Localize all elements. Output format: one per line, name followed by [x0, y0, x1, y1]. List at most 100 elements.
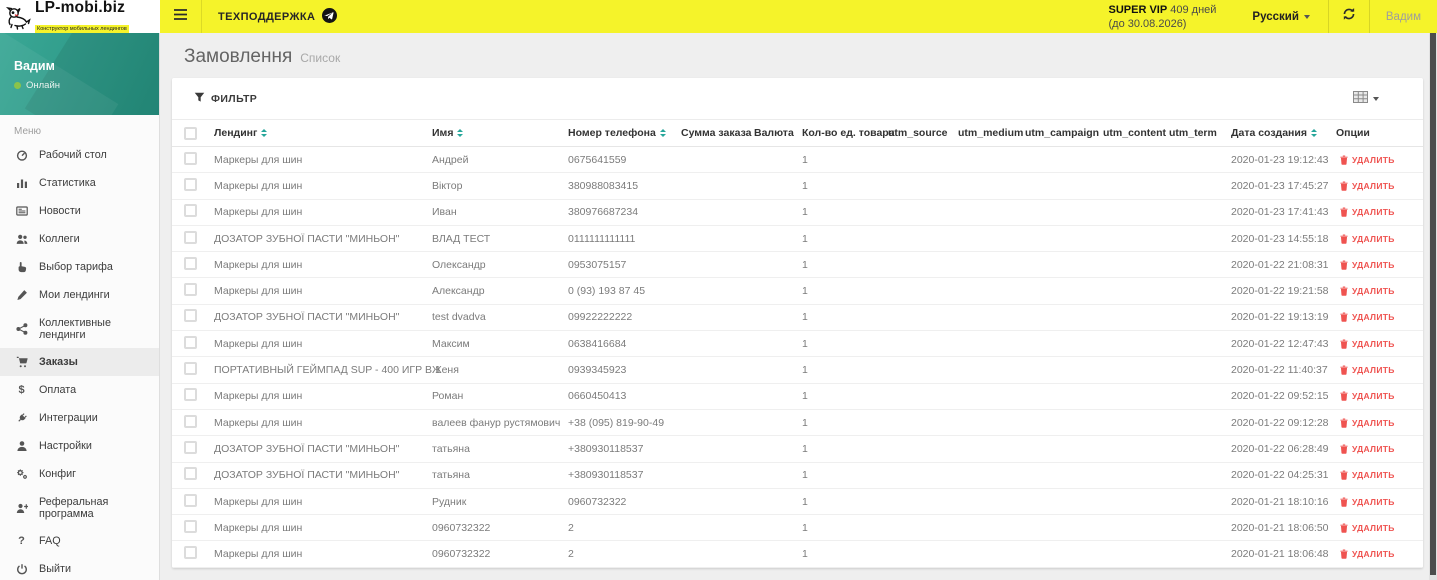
cell-options: УДАЛИТЬ	[1336, 441, 1413, 457]
column-header-utm_medium: utm_medium	[958, 127, 1025, 139]
delete-button[interactable]: УДАЛИТЬ	[1336, 152, 1399, 168]
row-checkbox[interactable]	[184, 283, 197, 297]
cell-qty: 1	[802, 179, 808, 192]
row-checkbox[interactable]	[184, 519, 197, 533]
delete-button[interactable]: УДАЛИТЬ	[1336, 362, 1399, 378]
table-row: Маркеры для шин Рудник 0960732322 1 2020-01-…	[172, 489, 1423, 516]
delete-button[interactable]: УДАЛИТЬ	[1336, 441, 1399, 457]
page-scrollbar[interactable]	[1429, 33, 1437, 580]
sidebar-item-logout[interactable]: Выйти	[0, 555, 159, 580]
column-header-landing[interactable]: Лендинг	[214, 127, 432, 139]
cell-checkbox	[184, 230, 214, 247]
sort-icon[interactable]	[261, 129, 268, 137]
cell-name: Олександр	[432, 258, 486, 271]
select-all-checkbox[interactable]	[184, 126, 197, 140]
cell-options: УДАЛИТЬ	[1336, 415, 1413, 431]
delete-button[interactable]: УДАЛИТЬ	[1336, 467, 1399, 483]
news-icon	[14, 205, 29, 218]
cell-name: 0960732322	[432, 521, 491, 534]
cell-created: 2020-01-22 09:52:15	[1231, 390, 1329, 403]
row-checkbox[interactable]	[184, 256, 197, 270]
sidebar-item-label: Коллективные лендинги	[39, 316, 111, 341]
delete-button[interactable]: УДАЛИТЬ	[1336, 257, 1399, 273]
delete-button[interactable]: УДАЛИТЬ	[1336, 546, 1399, 562]
cell-created: 2020-01-23 19:12:43	[1231, 153, 1329, 166]
sidebar-item-label: Коллеги	[39, 233, 80, 245]
menu-section-label: Меню	[14, 126, 42, 137]
row-checkbox[interactable]	[184, 467, 197, 481]
column-header-name[interactable]: Имя	[432, 127, 568, 139]
sidebar-item-label: Реферальная программа	[39, 495, 109, 520]
sidebar-item-stats[interactable]: Статистика	[0, 169, 159, 197]
cell-phone: 0660450413	[568, 390, 627, 403]
sidebar-item-payment[interactable]: $ Оплата	[0, 376, 159, 404]
sidebar-item-tariff[interactable]: Выбор тарифа	[0, 253, 159, 281]
row-checkbox[interactable]	[184, 177, 197, 191]
username-label: Вадим	[1385, 10, 1421, 23]
row-checkbox[interactable]	[184, 362, 197, 376]
row-checkbox[interactable]	[184, 493, 197, 507]
sidebar-item-colleagues[interactable]: Коллеги	[0, 225, 159, 253]
main-content: Замовлення Список ФИЛЬТР Лендинг Имя Номер	[160, 33, 1429, 580]
user-menu[interactable]: Вадим	[1370, 0, 1437, 33]
hand-point-icon	[14, 261, 29, 274]
cell-phone: 0675641559	[568, 153, 627, 166]
row-checkbox[interactable]	[184, 230, 197, 244]
sort-icon[interactable]	[457, 129, 464, 137]
delete-button[interactable]: УДАЛИТЬ	[1336, 204, 1399, 220]
delete-button[interactable]: УДАЛИТЬ	[1336, 415, 1399, 431]
delete-button[interactable]: УДАЛИТЬ	[1336, 494, 1399, 510]
row-checkbox[interactable]	[184, 414, 197, 428]
logo[interactable]: LP-mobi.biz Конструктор мобильных лендин…	[0, 0, 160, 33]
sidebar-item-landings[interactable]: Мои лендинги	[0, 281, 159, 309]
delete-button[interactable]: УДАЛИТЬ	[1336, 336, 1399, 352]
sidebar-item-referral[interactable]: Реферальная программа	[0, 488, 159, 527]
sidebar-toggle-button[interactable]	[160, 0, 202, 33]
row-checkbox[interactable]	[184, 151, 197, 165]
delete-button-label: УДАЛИТЬ	[1352, 180, 1395, 191]
delete-button[interactable]: УДАЛИТЬ	[1336, 178, 1399, 194]
column-header-utm_term: utm_term	[1169, 127, 1231, 139]
page-subtitle: Список	[300, 51, 341, 65]
support-button[interactable]: ТЕХПОДДЕРЖКА	[202, 0, 353, 33]
column-header-phone[interactable]: Номер телефона	[568, 127, 681, 139]
delete-button[interactable]: УДАЛИТЬ	[1336, 283, 1399, 299]
sort-icon[interactable]	[1310, 129, 1317, 137]
sidebar-item-orders[interactable]: Заказы	[0, 348, 159, 376]
scrollbar-thumb[interactable]	[1430, 33, 1436, 575]
row-checkbox[interactable]	[184, 546, 197, 560]
sidebar-item-settings[interactable]: Настройки	[0, 432, 159, 460]
sidebar-item-config[interactable]: Конфиг	[0, 460, 159, 488]
sidebar-item-news[interactable]: Новости	[0, 197, 159, 225]
row-checkbox[interactable]	[184, 335, 197, 349]
row-checkbox[interactable]	[184, 204, 197, 218]
cell-options: УДАЛИТЬ	[1336, 204, 1413, 220]
sort-icon[interactable]	[659, 129, 666, 137]
trash-icon	[1340, 365, 1348, 375]
plug-icon	[14, 412, 29, 425]
row-checkbox[interactable]	[184, 440, 197, 454]
column-visibility-button[interactable]	[1349, 86, 1407, 112]
profile-panel[interactable]: Вадим Онлайн	[0, 33, 159, 115]
language-dropdown[interactable]: Русский	[1234, 0, 1327, 33]
delete-button-label: УДАЛИТЬ	[1352, 549, 1395, 560]
cell-name: Максим	[432, 337, 470, 350]
profile-status: Онлайн	[26, 80, 61, 91]
delete-button[interactable]: УДАЛИТЬ	[1336, 388, 1399, 404]
sidebar-item-dashboard[interactable]: Рабочий стол	[0, 141, 159, 169]
delete-button[interactable]: УДАЛИТЬ	[1336, 309, 1399, 325]
cell-phone: +380930118537	[568, 469, 644, 482]
delete-button[interactable]: УДАЛИТЬ	[1336, 520, 1399, 536]
column-header-created[interactable]: Дата создания	[1231, 127, 1336, 139]
cell-created: 2020-01-22 06:28:49	[1231, 442, 1329, 455]
sidebar-item-collective[interactable]: Коллективные лендинги	[0, 309, 159, 348]
cell-qty: 1	[802, 548, 808, 561]
sidebar-item-faq[interactable]: ? FAQ	[0, 527, 159, 555]
sidebar-item-integrations[interactable]: Интеграции	[0, 404, 159, 432]
refresh-button[interactable]	[1327, 0, 1370, 33]
cell-phone: 0 (93) 193 87 45	[568, 285, 646, 298]
row-checkbox[interactable]	[184, 309, 197, 323]
filter-button[interactable]: ФИЛЬТР	[188, 86, 263, 112]
delete-button[interactable]: УДАЛИТЬ	[1336, 231, 1399, 247]
row-checkbox[interactable]	[184, 388, 197, 402]
